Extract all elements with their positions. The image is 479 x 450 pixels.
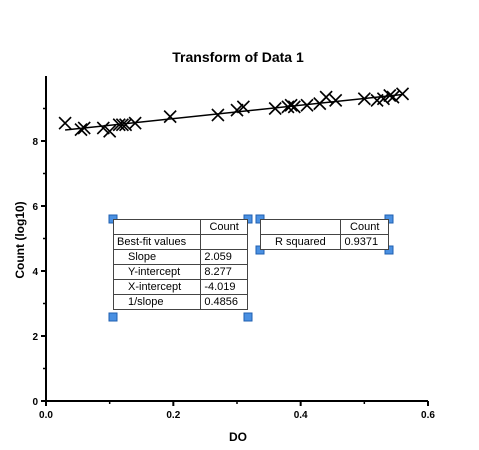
- data-point: [236, 100, 250, 114]
- data-point: [319, 90, 333, 104]
- row-label: 1/slope: [112, 294, 202, 310]
- row-value: 2.059: [200, 249, 248, 265]
- data-point: [74, 123, 88, 137]
- y-tick-label: 0: [32, 397, 38, 408]
- table-row: X-intercept -4.019: [112, 279, 248, 295]
- y-tick-label: 2: [32, 332, 38, 343]
- x-tick-label: 0.6: [421, 410, 435, 421]
- r-squared-table[interactable]: Count R squared 0.9371: [259, 219, 389, 250]
- data-point: [281, 100, 295, 114]
- data-point: [284, 98, 298, 112]
- table-header-row: Count: [259, 219, 389, 235]
- table-row: Slope 2.059: [112, 249, 248, 265]
- chart-title: Transform of Data 1: [172, 49, 304, 65]
- x-tick-label: 0.0: [39, 410, 53, 421]
- data-point: [58, 116, 72, 130]
- table-row: R squared 0.9371: [259, 234, 389, 250]
- data-point: [128, 116, 142, 130]
- data-point: [386, 90, 400, 104]
- data-point: [287, 100, 301, 114]
- row-label: Best-fit values: [112, 234, 202, 250]
- data-point: [329, 93, 343, 107]
- data-point: [383, 88, 397, 103]
- row-label: Y-intercept: [112, 264, 202, 280]
- table-header-row: Count: [112, 219, 248, 235]
- best-fit-table[interactable]: Count Best-fit values Slope 2.059 Y-inte…: [112, 219, 248, 310]
- data-point: [300, 98, 314, 112]
- data-point: [112, 118, 126, 132]
- y-axis-label: Count (log10): [13, 201, 27, 278]
- data-point: [211, 108, 225, 122]
- data-point: [357, 92, 371, 106]
- y-tick-label: 4: [32, 267, 38, 278]
- row-value: -4.019: [200, 279, 248, 295]
- row-value: [200, 234, 248, 250]
- data-point: [115, 118, 129, 132]
- data-point: [163, 110, 177, 124]
- data-point: [230, 103, 244, 117]
- row-value: 0.4856: [200, 294, 248, 310]
- row-label: Slope: [112, 249, 202, 265]
- resize-handle[interactable]: [384, 245, 394, 255]
- row-value: 0.9371: [340, 234, 389, 250]
- y-tick-label: 6: [32, 202, 38, 213]
- resize-handle[interactable]: [243, 312, 253, 322]
- column-header: Count: [340, 219, 389, 235]
- table-row: 1/slope 0.4856: [112, 294, 248, 310]
- resize-handle[interactable]: [108, 312, 118, 322]
- table-row: Best-fit values: [112, 234, 248, 250]
- table-row: Y-intercept 8.277: [112, 264, 248, 280]
- data-point: [77, 121, 91, 135]
- x-axis-label: DO: [229, 430, 247, 444]
- column-header: Count: [200, 219, 248, 235]
- row-label: X-intercept: [112, 279, 202, 295]
- data-point: [395, 87, 410, 101]
- x-tick-label: 0.4: [294, 410, 308, 421]
- y-tick-label: 8: [32, 137, 38, 148]
- x-tick-label: 0.2: [166, 410, 180, 421]
- row-value: 8.277: [200, 264, 248, 280]
- data-point: [96, 121, 110, 135]
- row-label: R squared: [259, 234, 342, 250]
- data-point: [268, 101, 282, 116]
- data-point: [103, 124, 117, 138]
